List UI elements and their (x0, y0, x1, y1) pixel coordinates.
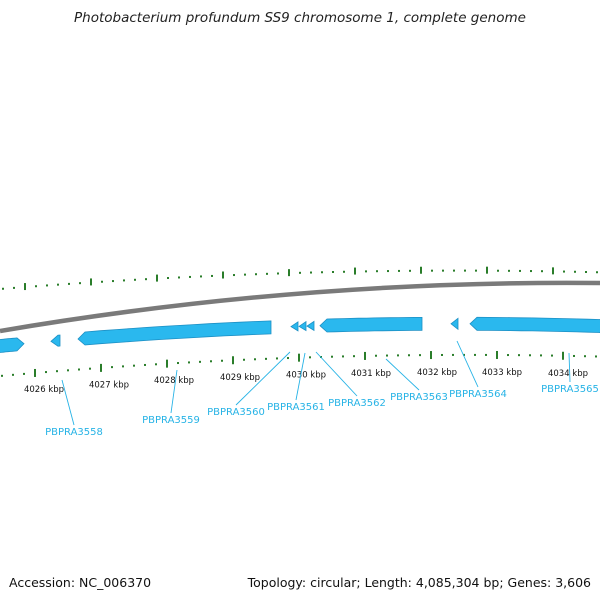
chromosome-backbone (0, 280, 600, 334)
gene-label[interactable]: PBPRA3564 (449, 389, 507, 400)
gene-label[interactable]: PBPRA3561 (267, 402, 325, 413)
gene-arrow[interactable] (77, 320, 272, 346)
scale-label: 4029 kbp (220, 373, 260, 383)
scale-label: 4028 kbp (154, 376, 194, 386)
gene-arrow[interactable] (319, 316, 423, 333)
leader-line (295, 352, 306, 401)
scale-label: 4031 kbp (351, 369, 391, 379)
scale-label: 4034 kbp (548, 369, 588, 379)
scale-label: 4027 kbp (89, 380, 129, 390)
leader-line (315, 351, 358, 397)
leader-line (170, 369, 178, 414)
gene-arrow[interactable] (306, 320, 315, 332)
leader-line (568, 352, 571, 383)
outer-tick-ring (2, 266, 598, 291)
leader-line (385, 358, 420, 391)
scale-label: 4026 kbp (24, 385, 64, 395)
leader-line (61, 379, 75, 426)
leader-line (456, 340, 479, 388)
gene-track (0, 316, 600, 354)
gene-label[interactable]: PBPRA3559 (142, 415, 200, 426)
gene-arrow[interactable] (450, 317, 459, 331)
gene-label[interactable]: PBPRA3558 (45, 427, 103, 438)
gene-arrow[interactable] (298, 320, 307, 332)
gene-arrow[interactable] (0, 337, 25, 354)
map-title: Photobacterium profundum SS9 chromosome … (74, 10, 526, 26)
scale-label: 4033 kbp (482, 368, 522, 378)
scale-label: 4032 kbp (417, 368, 457, 378)
genome-summary: Topology: circular; Length: 4,085,304 bp… (247, 575, 591, 590)
gene-label[interactable]: PBPRA3565 (541, 384, 599, 395)
gene-label[interactable]: PBPRA3562 (328, 398, 386, 409)
gene-label[interactable]: PBPRA3563 (390, 392, 448, 403)
scale-label: 4030 kbp (286, 370, 326, 380)
gene-arrow[interactable] (469, 316, 600, 333)
gene-label[interactable]: PBPRA3560 (207, 407, 265, 418)
gene-label-leaders (61, 340, 571, 426)
accession-text: Accession: NC_006370 (9, 575, 152, 590)
scale-labels: 4026 kbp 4027 kbp 4028 kbp 4029 kbp 4030 kbp… (24, 368, 588, 395)
gene-arrow[interactable] (290, 321, 299, 332)
gene-arrow[interactable] (50, 334, 61, 347)
leader-line (235, 351, 291, 406)
